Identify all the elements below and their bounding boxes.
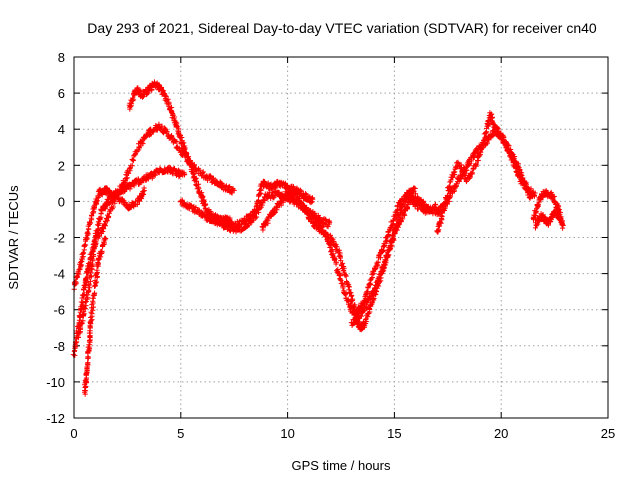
- grid: [74, 57, 608, 418]
- x-tick-label: 20: [494, 426, 508, 441]
- data-points: [70, 79, 566, 397]
- data-markers: [434, 110, 538, 235]
- data-markers: [259, 186, 440, 318]
- data-markers: [82, 235, 109, 397]
- axis-ticks: 0 5 10 15 20 25 -12 -10 -8 -6 -4 -2 0 2 4 6 8: [46, 50, 615, 441]
- data-markers: [532, 208, 564, 231]
- y-axis-label: SDTVAR / TECUs: [6, 185, 21, 290]
- x-tick-label: 15: [387, 426, 401, 441]
- series-track-5: [82, 235, 109, 397]
- series-track-4: [70, 185, 147, 358]
- y-tick-label: -2: [53, 231, 65, 246]
- y-tick-label: -8: [53, 339, 65, 354]
- y-tick-label: 4: [58, 122, 65, 137]
- series-track-13: [532, 208, 564, 231]
- chart-title: Day 293 of 2021, Sidereal Day-to-day VTE…: [87, 20, 597, 36]
- x-tick-label: 0: [70, 426, 77, 441]
- data-markers: [70, 185, 147, 358]
- y-tick-label: -12: [46, 411, 65, 426]
- x-tick-label: 10: [280, 426, 294, 441]
- y-tick-label: 2: [58, 158, 65, 173]
- y-tick-label: 8: [58, 50, 65, 65]
- y-tick-label: 0: [58, 194, 65, 209]
- plot-frame: [73, 56, 609, 419]
- series-track-11: [434, 110, 538, 235]
- y-tick-label: 6: [58, 86, 65, 101]
- x-axis-label: GPS time / hours: [292, 458, 391, 473]
- y-tick-label: -10: [46, 375, 65, 390]
- x-tick-label: 5: [177, 426, 184, 441]
- y-tick-label: -4: [53, 267, 65, 282]
- y-tick-label: -6: [53, 303, 65, 318]
- series-track-8: [259, 186, 440, 318]
- x-tick-label: 25: [601, 426, 615, 441]
